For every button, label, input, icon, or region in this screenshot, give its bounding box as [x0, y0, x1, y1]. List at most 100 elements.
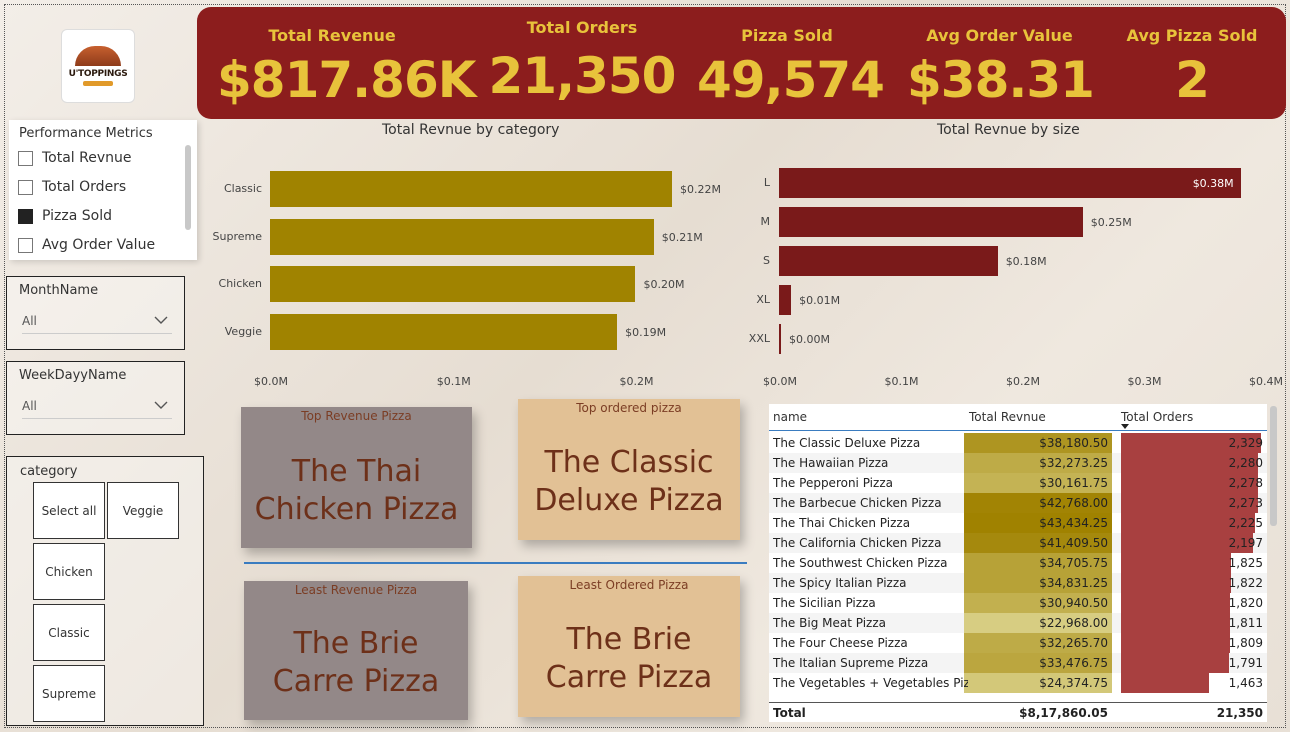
table-row[interactable]: The Hawaiian Pizza $32,273.25 2,280: [769, 453, 1267, 473]
metric-option-avg-order-value[interactable]: Avg Order Value: [18, 237, 155, 253]
metric-option-total-orders[interactable]: Total Orders: [18, 179, 126, 195]
report-frame: [4, 4, 1286, 728]
table-row[interactable]: The Vegetables + Vegetables Pizza $24,374…: [769, 673, 1267, 693]
category-option-classic[interactable]: Classic: [33, 604, 105, 661]
orders-data-bar: [1121, 613, 1230, 633]
month-dropdown-value[interactable]: All: [22, 314, 37, 328]
checkbox-checked-icon[interactable]: [18, 208, 33, 224]
revenue-cell-background: [964, 653, 1112, 673]
revenue-value: $38,180.50: [1039, 436, 1108, 450]
metric-label: Total Revnue: [42, 150, 132, 166]
category-label: Supreme: [212, 229, 262, 243]
slicer-title: WeekDayyName: [19, 368, 127, 383]
chevron-down-icon[interactable]: [154, 400, 168, 410]
revenue-cell-background: [964, 673, 1112, 693]
top-ordered-card: Top ordered pizza The Classic Deluxe Piz…: [518, 399, 740, 540]
x-tick-label: $0.1M: [884, 375, 919, 388]
category-option-supreme[interactable]: Supreme: [33, 665, 105, 722]
table-row[interactable]: The Classic Deluxe Pizza $38,180.50 2,329: [769, 433, 1267, 453]
metrics-scrollbar[interactable]: [185, 145, 191, 230]
orders-value: 2,329: [1228, 436, 1263, 450]
pizza-name: The Classic Deluxe Pizza: [773, 436, 921, 450]
pizza-name: The California Chicken Pizza: [773, 536, 942, 550]
card-value-line1: The Classic: [544, 445, 714, 480]
revenue-value: $32,273.25: [1039, 456, 1108, 470]
size-label: L: [763, 176, 770, 189]
category-option-veggie[interactable]: Veggie: [107, 482, 179, 539]
metric-option-total-revenue[interactable]: Total Revnue: [18, 150, 132, 166]
table-row[interactable]: The Spicy Italian Pizza $34,831.25 1,822: [769, 573, 1267, 593]
orders-value: 2,280: [1228, 456, 1263, 470]
table-row[interactable]: The Southwest Chicken Pizza $34,705.75 1,8…: [769, 553, 1267, 573]
revenue-value: $33,476.75: [1039, 656, 1108, 670]
orders-data-bar: [1121, 433, 1261, 453]
size-bar[interactable]: [779, 285, 792, 315]
table-row[interactable]: The Sicilian Pizza $30,940.50 1,820: [769, 593, 1267, 613]
table-row[interactable]: The Barbecue Chicken Pizza $42,768.00 2,27…: [769, 493, 1267, 513]
pizza-name: The Italian Supreme Pizza: [773, 656, 929, 670]
size-bar-value: $0.38M: [1192, 177, 1234, 190]
revenue-value: $30,940.50: [1039, 596, 1108, 610]
kpi-value: $38.31: [907, 51, 1095, 109]
orders-data-bar: [1121, 573, 1231, 593]
x-tick-label: $0.3M: [1127, 375, 1162, 388]
table-row[interactable]: The Pepperoni Pizza $30,161.75 2,278: [769, 473, 1267, 493]
size-bar[interactable]: [779, 246, 998, 276]
orders-value: 1,825: [1228, 556, 1263, 570]
x-tick-label: $0.2M: [1006, 375, 1040, 388]
category-bar[interactable]: [270, 171, 672, 207]
revenue-cell-background: [964, 633, 1112, 653]
orders-value: 2,225: [1228, 516, 1263, 530]
checkbox-icon[interactable]: [18, 150, 33, 166]
orders-value: 2,278: [1228, 476, 1263, 490]
size-bar[interactable]: [779, 207, 1083, 237]
weekday-dropdown-value[interactable]: All: [22, 399, 37, 413]
logo-banner-icon: [83, 81, 113, 86]
column-header-revenue[interactable]: Total Revnue: [969, 410, 1046, 424]
orders-data-bar: [1121, 553, 1231, 573]
revenue-cell-background: [964, 473, 1112, 493]
category-option-chicken[interactable]: Chicken: [33, 543, 105, 600]
category-label: Chicken: [218, 277, 262, 290]
section-divider: [244, 562, 747, 564]
chevron-down-icon[interactable]: [154, 315, 168, 325]
kpi-banner: Total Revenue $817.86K Total Orders 21,3…: [197, 7, 1286, 119]
table-row[interactable]: The California Chicken Pizza $41,409.50 2,…: [769, 533, 1267, 553]
sort-descending-icon[interactable]: [1121, 424, 1129, 429]
orders-value: 1,463: [1228, 676, 1263, 690]
table-row[interactable]: The Four Cheese Pizza $32,265.70 1,809: [769, 633, 1267, 653]
checkbox-icon[interactable]: [18, 179, 33, 195]
pizza-name: The Vegetables + Vegetables Pizza: [773, 676, 968, 690]
category-bar-value: $0.20M: [643, 278, 685, 291]
revenue-cell-background: [964, 453, 1112, 473]
revenue-value: $34,831.25: [1039, 576, 1108, 590]
total-revenue: $8,17,860.05: [1019, 706, 1108, 720]
size-label: XL: [756, 293, 770, 306]
category-bar[interactable]: [270, 313, 618, 350]
category-label: Classic: [223, 182, 262, 195]
month-slicer: MonthName All: [6, 276, 185, 350]
category-bar[interactable]: [270, 218, 654, 255]
table-row[interactable]: The Italian Supreme Pizza $33,476.75 1,791: [769, 653, 1267, 673]
size-bar[interactable]: [779, 324, 781, 354]
metric-label: Avg Order Value: [42, 237, 156, 253]
table-scrollbar[interactable]: [1270, 406, 1277, 526]
column-header-name[interactable]: name: [773, 410, 808, 424]
orders-data-bar: [1121, 473, 1258, 493]
size-bar[interactable]: [779, 168, 1241, 198]
category-option-select-all[interactable]: Select all: [33, 482, 105, 539]
revenue-cell-background: [964, 493, 1112, 513]
metric-label: Pizza Sold: [42, 208, 112, 224]
card-title: Least Ordered Pizza: [569, 578, 689, 592]
table-row[interactable]: The Big Meat Pizza $22,968.00 1,811: [769, 613, 1267, 633]
card-title: Top Revenue Pizza: [301, 409, 412, 423]
card-value-line1: The Brie: [566, 622, 692, 657]
pizza-name: The Sicilian Pizza: [773, 596, 876, 610]
column-header-orders[interactable]: Total Orders: [1121, 410, 1194, 424]
kpi-label: Pizza Sold: [741, 26, 833, 45]
size-chart-title: Total Revnue by size: [937, 122, 1080, 138]
metric-option-pizza-sold[interactable]: Pizza Sold: [18, 208, 112, 224]
table-row[interactable]: The Thai Chicken Pizza $43,434.25 2,225: [769, 513, 1267, 533]
category-bar[interactable]: [270, 266, 636, 302]
checkbox-icon[interactable]: [18, 237, 33, 253]
